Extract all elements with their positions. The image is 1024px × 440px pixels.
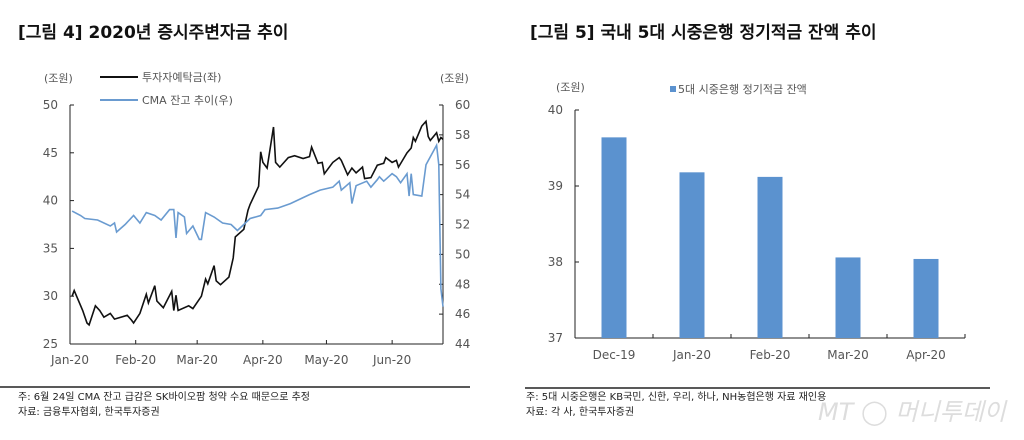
x-tick-label: Dec-19 xyxy=(593,348,636,362)
x-tick-label: Jan-20 xyxy=(50,353,89,367)
left-tick-label: 30 xyxy=(43,289,58,303)
right-tick-label: 52 xyxy=(455,218,470,232)
right-tick-label: 58 xyxy=(455,128,470,142)
x-tick-label: May-20 xyxy=(304,353,348,367)
x-tick-label: Mar-20 xyxy=(176,353,217,367)
bar-Mar-20 xyxy=(835,257,861,338)
deposits-series-line xyxy=(71,119,444,327)
x-tick-label: Apr-20 xyxy=(906,348,946,362)
right-tick-label: 44 xyxy=(455,337,470,351)
left-tick-label: 45 xyxy=(43,146,58,160)
bar-Apr-20 xyxy=(913,258,939,338)
x-tick-label: Apr-20 xyxy=(243,353,283,367)
legend-swatch xyxy=(670,86,676,92)
bar-chart: [그림 5] 국내 5대 시중은행 정기적금 잔액 추이 (조원) 5대 시중은… xyxy=(525,23,990,418)
left-tick-label: 40 xyxy=(43,194,58,208)
footnote-note: 주: 6월 24일 CMA 잔고 급감은 SK바이오팜 청약 수요 때문으로 추… xyxy=(18,391,310,403)
footnote-source: 자료: 각 사, 한국투자증권 xyxy=(526,406,634,418)
x-tick-label: Jun-20 xyxy=(372,353,411,367)
line-chart: [그림 4] 2020년 증시주변자금 추이 (조원) (조원) 투자자예탁금(… xyxy=(0,23,470,418)
footnote-note: 주: 5대 시중은행은 KB국민, 신한, 우리, 하나, NH농협은행 자료 … xyxy=(526,390,826,403)
x-tick-label: Mar-20 xyxy=(827,348,868,362)
left-tick-label: 50 xyxy=(43,98,58,112)
y-axis-unit: (조원) xyxy=(556,81,585,94)
right-tick-label: 54 xyxy=(455,188,470,202)
bar-Feb-20 xyxy=(757,176,783,338)
footnote-source: 자료: 금융투자협회, 한국투자증권 xyxy=(18,405,160,418)
watermark-logo: MT ◯ 머니투데이 xyxy=(818,398,1008,426)
x-tick-label: Jan-20 xyxy=(672,348,711,362)
right-tick-label: 48 xyxy=(455,277,470,291)
right-axis-unit: (조원) xyxy=(440,72,469,85)
chart-title: [그림 5] 국내 5대 시중은행 정기적금 잔액 추이 xyxy=(530,23,877,43)
legend-label-deposits: 투자자예탁금(좌) xyxy=(142,71,221,84)
right-tick-label: 50 xyxy=(455,247,470,261)
x-tick-label: Feb-20 xyxy=(115,353,156,367)
left-tick-label: 25 xyxy=(43,337,58,351)
bar-Jan-20 xyxy=(679,172,705,338)
bar-Dec-19 xyxy=(601,137,627,338)
right-tick-label: 60 xyxy=(455,98,470,112)
right-tick-label: 46 xyxy=(455,307,470,321)
legend-label: 5대 시중은행 정기적금 잔액 xyxy=(678,83,807,96)
cma-series-line xyxy=(71,142,444,307)
left-tick-label: 35 xyxy=(43,241,58,255)
left-axis-unit: (조원) xyxy=(44,72,73,85)
x-tick-label: Feb-20 xyxy=(750,348,791,362)
y-tick-label: 38 xyxy=(548,255,563,269)
y-tick-label: 39 xyxy=(548,179,563,193)
legend-label-cma: CMA 잔고 추이(우) xyxy=(142,94,233,107)
chart-title: [그림 4] 2020년 증시주변자금 추이 xyxy=(18,23,288,43)
y-tick-label: 37 xyxy=(548,331,563,345)
right-tick-label: 56 xyxy=(455,158,470,172)
y-tick-label: 40 xyxy=(548,103,563,117)
